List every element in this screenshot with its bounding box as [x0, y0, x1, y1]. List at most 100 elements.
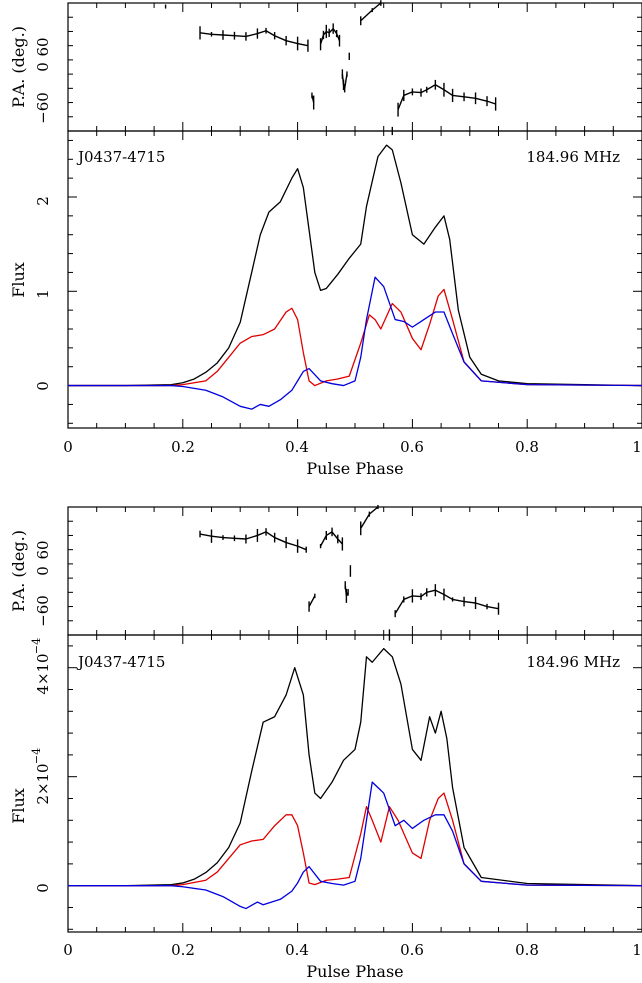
- pa-trace-segment: [335, 33, 341, 41]
- pa-trace-segment: [308, 595, 316, 607]
- pa-trace-segment: [211, 33, 224, 36]
- pa-trace-segment: [443, 89, 453, 97]
- pa-trace-segment: [435, 589, 445, 596]
- bottom-pa-ytick-label: 0: [34, 566, 52, 576]
- top-pa-ytick-label: 60: [34, 37, 52, 56]
- top-pa-ylabel: P.A. (deg.): [9, 26, 28, 108]
- circular-polarization-line: [68, 276, 642, 410]
- pa-trace-segment: [426, 84, 436, 91]
- bottom-pa-data: [199, 504, 500, 641]
- pa-trace-segment: [332, 28, 338, 34]
- pa-trace-segment: [463, 96, 476, 99]
- bottom-pa-ticks: [67, 506, 642, 636]
- pa-trace-segment: [257, 30, 267, 35]
- bottom-flux-data: [68, 647, 642, 910]
- pa-trace-segment: [452, 598, 465, 603]
- bottom-pa-frame: [67, 506, 642, 636]
- pa-trace-segment: [265, 531, 276, 539]
- bottom-flux-ytick-label: 2×10 −4: [30, 748, 52, 805]
- top-xlabel: Pulse Phase: [306, 459, 403, 478]
- bottom-flux-ylabel: Flux: [9, 788, 28, 824]
- top-flux-ylabel: Flux: [9, 262, 28, 298]
- pa-trace-segment: [245, 534, 258, 540]
- pa-trace-segment: [452, 94, 465, 98]
- circular-polarization-line: [68, 781, 642, 910]
- total-intensity-line: [68, 144, 642, 387]
- top-flux-panel: J0437-4715 184.96 MHz 0 1 2 Flux: [9, 130, 642, 429]
- top-pa-data: [164, 0, 497, 136]
- pa-trace-segment: [443, 593, 453, 601]
- linear-polarization-line: [68, 792, 642, 887]
- bottom-x-axis: 0 0.2 0.4 0.6 0.8 1 Pulse Phase: [63, 941, 642, 981]
- bottom-figure: 60 0 −60 P.A. (deg.) J0437-4715 184.96 M…: [9, 504, 642, 981]
- pa-trace-segment: [222, 536, 235, 539]
- top-x-axis: 0 0.2 0.4 0.6 0.8 1 Pulse Phase: [63, 438, 642, 478]
- pa-trace-segment: [412, 595, 422, 598]
- bottom-xtick-label: 0.6: [400, 941, 424, 959]
- pa-trace-segment: [435, 84, 445, 91]
- pa-trace-segment: [394, 599, 405, 615]
- bottom-xtick-label: 0.4: [285, 941, 309, 959]
- bottom-pa-panel: 60 0 −60 P.A. (deg.): [9, 504, 642, 641]
- pa-trace-segment: [337, 538, 343, 545]
- pa-trace-segment: [475, 97, 488, 102]
- bottom-frequency-label: 184.96 MHz: [526, 653, 620, 671]
- top-xtick-label: 1: [632, 438, 642, 456]
- top-flux-ytick-label: 1: [34, 289, 52, 299]
- bottom-pa-ytick-label: 60: [34, 540, 52, 559]
- bottom-xtick-label: 0.8: [515, 941, 539, 959]
- pa-trace-segment: [463, 600, 476, 604]
- pa-trace-segment: [234, 537, 246, 540]
- top-flux-ticks: [67, 131, 642, 428]
- top-frequency-label: 184.96 MHz: [526, 148, 620, 166]
- pa-trace-segment: [420, 89, 428, 94]
- top-xtick-label: 0.8: [515, 438, 539, 456]
- pa-trace-segment: [322, 31, 327, 36]
- bottom-flux-frame: [67, 634, 642, 933]
- pa-trace-segment: [274, 35, 287, 42]
- pa-trace-segment: [360, 9, 373, 22]
- pa-trace-segment: [426, 589, 436, 594]
- bottom-flux-ytick-mantissa: 4×10: [34, 653, 52, 694]
- bottom-flux-panel: J0437-4715 184.96 MHz 0 2×10 −4 4×10 −4 …: [9, 634, 642, 933]
- bottom-xtick-label: 0.2: [171, 941, 195, 959]
- pa-trace-segment: [486, 100, 496, 105]
- top-xtick-label: 0.2: [171, 438, 195, 456]
- pa-trace-segment: [285, 541, 298, 547]
- top-flux-ytick-label: 2: [34, 196, 52, 206]
- top-pa-panel: 60 0 −60 P.A. (deg.): [9, 0, 642, 136]
- pa-trace-segment: [297, 545, 307, 551]
- top-pa-ticks: [67, 2, 642, 132]
- pa-trace-segment: [331, 531, 339, 540]
- pa-trace-segment: [234, 35, 246, 38]
- top-xtick-label: 0.4: [285, 438, 309, 456]
- bottom-flux-ticks: [67, 635, 642, 932]
- bottom-flux-ytick-exponent: −4: [30, 748, 43, 764]
- pa-trace-segment: [360, 513, 370, 529]
- pa-trace-segment: [222, 34, 235, 37]
- pa-trace-segment: [311, 95, 315, 103]
- bottom-pa-ylabel: P.A. (deg.): [9, 530, 28, 612]
- pa-trace-segment: [475, 602, 488, 608]
- linear-polarization-line: [68, 288, 642, 387]
- pa-trace-segment: [328, 28, 334, 34]
- pa-trace-segment: [345, 592, 349, 597]
- pa-trace-segment: [325, 30, 330, 34]
- pa-trace-segment: [368, 506, 379, 515]
- pa-trace-segment: [325, 531, 333, 537]
- top-flux-frame: [67, 130, 642, 429]
- pa-trace-segment: [343, 73, 348, 89]
- bottom-xtick-label: 1: [632, 941, 642, 959]
- pa-trace-segment: [199, 533, 212, 537]
- bottom-flux-ytick-label: 4×10 −4: [30, 638, 52, 695]
- bottom-source-label: J0437-4715: [76, 653, 165, 671]
- pa-trace-segment: [199, 32, 212, 35]
- top-pa-ytick-label: −60: [34, 92, 52, 124]
- pa-trace-segment: [319, 34, 325, 45]
- pa-trace-segment: [265, 30, 275, 37]
- pa-trace-segment: [344, 585, 348, 596]
- pa-trace-segment: [371, 2, 382, 11]
- pa-trace-segment: [420, 591, 428, 598]
- pa-trace-segment: [341, 74, 345, 85]
